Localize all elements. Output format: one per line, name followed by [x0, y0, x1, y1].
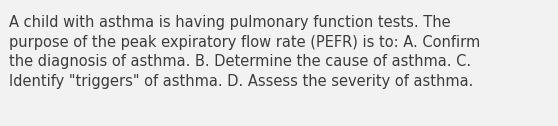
Text: A child with asthma is having pulmonary function tests. The
purpose of the peak : A child with asthma is having pulmonary … [9, 15, 480, 89]
